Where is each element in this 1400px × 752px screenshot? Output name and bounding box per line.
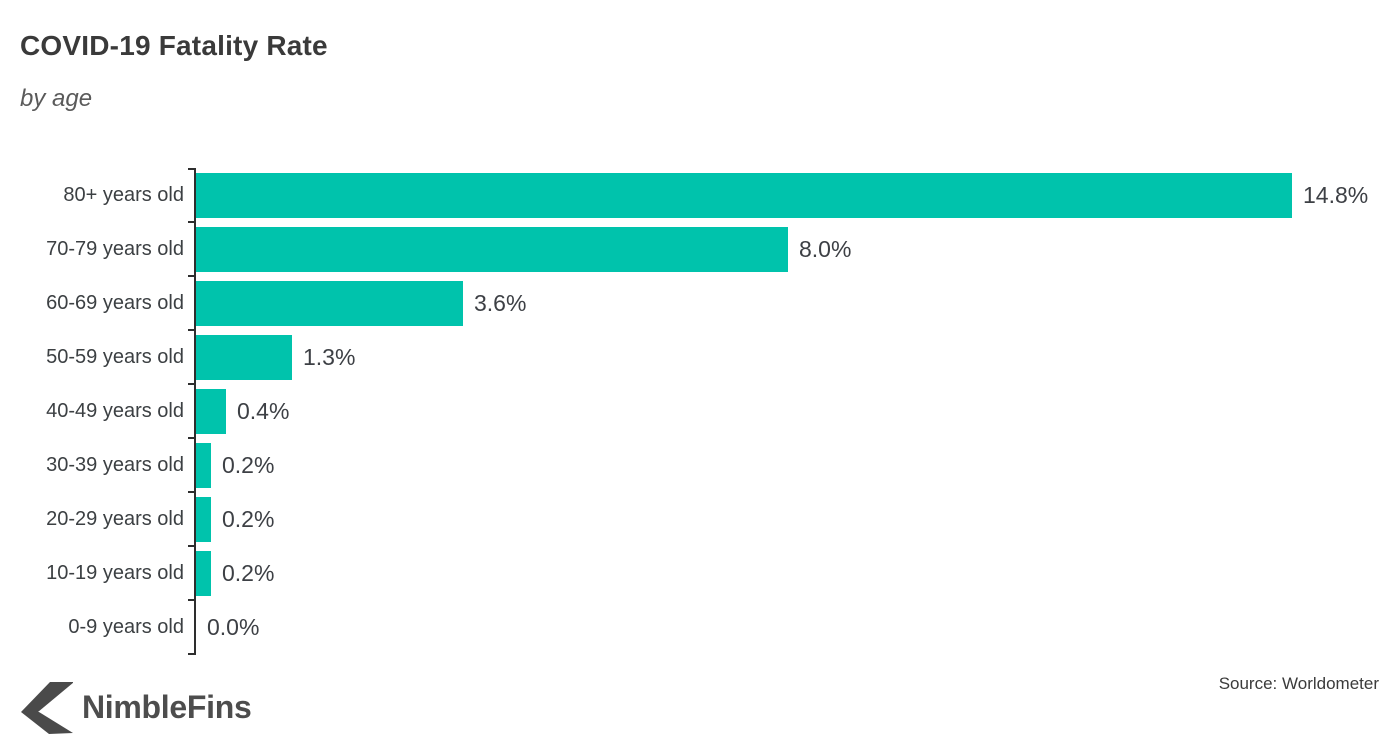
axis-tick — [188, 221, 194, 223]
axis-tick — [188, 437, 194, 439]
value-label: 0.2% — [222, 451, 275, 478]
nimblefins-logo-text: NimbleFins — [82, 689, 252, 725]
value-label: 0.2% — [222, 505, 275, 532]
bar — [196, 388, 226, 434]
chart-row: 30-39 years old 0.2% — [0, 438, 1400, 492]
category-label: 40-49 years old — [46, 399, 184, 422]
source-attribution: Source: Worldometer — [1218, 674, 1379, 693]
nimblefins-fin-icon — [21, 682, 73, 734]
value-label: 0.2% — [222, 559, 275, 586]
axis-tick — [188, 599, 194, 601]
axis-tick — [188, 545, 194, 547]
nimblefins-logo: NimbleFins — [20, 679, 252, 736]
category-label: 0-9 years old — [68, 615, 184, 638]
chart-row: 80+ years old 14.8% — [0, 168, 1400, 222]
chart-row: 60-69 years old 3.6% — [0, 276, 1400, 330]
bar — [196, 334, 292, 380]
chart-row: 40-49 years old 0.4% — [0, 384, 1400, 438]
bar — [196, 496, 211, 542]
chart-row: 50-59 years old 1.3% — [0, 330, 1400, 384]
value-label: 14.8% — [1303, 181, 1369, 208]
value-label: 1.3% — [303, 343, 356, 370]
bar — [196, 280, 463, 326]
category-label: 80+ years old — [63, 183, 184, 206]
y-axis-line — [194, 168, 196, 655]
bar — [196, 550, 211, 596]
category-label: 30-39 years old — [46, 453, 184, 476]
axis-tick — [188, 653, 194, 655]
category-label: 10-19 years old — [46, 561, 184, 584]
value-label: 3.6% — [474, 289, 527, 316]
bar — [196, 226, 788, 272]
category-label: 60-69 years old — [46, 291, 184, 314]
axis-tick — [188, 383, 194, 385]
chart-row: 70-79 years old 8.0% — [0, 222, 1400, 276]
value-label: 8.0% — [799, 235, 852, 262]
chart-title: COVID-19 Fatality Rate — [20, 30, 328, 61]
category-label: 20-29 years old — [46, 507, 184, 530]
chart-row: 0-9 years old 0.0% — [0, 600, 1400, 654]
axis-tick — [188, 275, 194, 277]
chart-row: 10-19 years old 0.2% — [0, 546, 1400, 600]
fatality-rate-bar-chart: 80+ years old 14.8% 70-79 years old 8.0% 60-… — [0, 168, 1400, 656]
bar — [196, 442, 211, 488]
chart-row: 20-29 years old 0.2% — [0, 492, 1400, 546]
category-label: 70-79 years old — [46, 237, 184, 260]
value-label: 0.4% — [237, 397, 290, 424]
category-label: 50-59 years old — [46, 345, 184, 368]
value-label: 0.0% — [207, 613, 260, 640]
axis-tick — [188, 329, 194, 331]
axis-tick — [188, 168, 194, 170]
axis-tick — [188, 491, 194, 493]
chart-subtitle: by age — [20, 85, 93, 112]
bar — [196, 172, 1292, 218]
